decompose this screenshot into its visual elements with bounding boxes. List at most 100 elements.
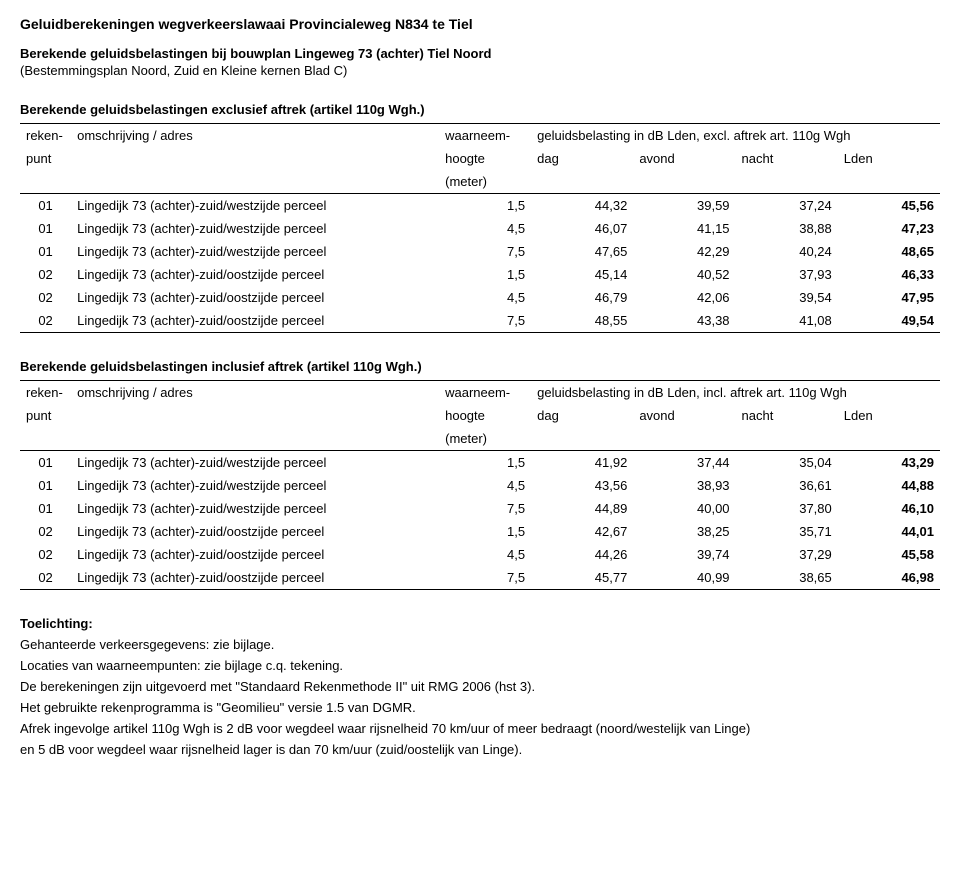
- cell: 45,58: [838, 543, 940, 566]
- cell: 41,92: [531, 451, 633, 475]
- table-row: 02Lingedijk 73 (achter)-zuid/oostzijde p…: [20, 520, 940, 543]
- cell: 46,33: [838, 263, 940, 286]
- cell: 39,54: [736, 286, 838, 309]
- cell: 38,65: [736, 566, 838, 590]
- toelichting-line: Het gebruikte rekenprogramma is "Geomili…: [20, 700, 940, 715]
- page-subtitle2: (Bestemmingsplan Noord, Zuid en Kleine k…: [20, 63, 940, 78]
- page-subtitle: Berekende geluidsbelastingen bij bouwpla…: [20, 46, 940, 61]
- cell: 37,44: [633, 451, 735, 475]
- cell: 01: [20, 497, 71, 520]
- cell: 1,5: [439, 451, 531, 475]
- cell: Lingedijk 73 (achter)-zuid/oostzijde per…: [71, 286, 439, 309]
- cell: 40,24: [736, 240, 838, 263]
- cell: 01: [20, 474, 71, 497]
- cell: 48,65: [838, 240, 940, 263]
- hdr-waarn: waarneem-: [439, 124, 531, 148]
- cell: 35,04: [736, 451, 838, 475]
- table1-heading: Berekende geluidsbelastingen exclusief a…: [20, 102, 940, 117]
- cell: 44,01: [838, 520, 940, 543]
- cell: 02: [20, 263, 71, 286]
- cell: 4,5: [439, 543, 531, 566]
- cell: 43,56: [531, 474, 633, 497]
- table-row: 01Lingedijk 73 (achter)-zuid/westzijde p…: [20, 217, 940, 240]
- cell: 49,54: [838, 309, 940, 333]
- cell: 42,67: [531, 520, 633, 543]
- hdr-waarn2: hoogte: [439, 404, 531, 427]
- cell: 39,59: [633, 194, 735, 218]
- toelichting-head: Toelichting:: [20, 616, 940, 631]
- hdr-dag: dag: [531, 147, 633, 170]
- cell: Lingedijk 73 (achter)-zuid/oostzijde per…: [71, 263, 439, 286]
- toelichting: Toelichting: Gehanteerde verkeersgegeven…: [20, 616, 940, 757]
- cell: 37,80: [736, 497, 838, 520]
- cell: 1,5: [439, 194, 531, 218]
- cell: 36,61: [736, 474, 838, 497]
- cell: 46,79: [531, 286, 633, 309]
- cell: 46,98: [838, 566, 940, 590]
- table-row: 01Lingedijk 73 (achter)-zuid/westzijde p…: [20, 240, 940, 263]
- cell: Lingedijk 73 (achter)-zuid/westzijde per…: [71, 240, 439, 263]
- cell: 47,95: [838, 286, 940, 309]
- hdr-group: geluidsbelasting in dB Lden, excl. aftre…: [531, 124, 940, 148]
- cell: 44,32: [531, 194, 633, 218]
- cell: Lingedijk 73 (achter)-zuid/westzijde per…: [71, 217, 439, 240]
- cell: 40,00: [633, 497, 735, 520]
- toelichting-line: en 5 dB voor wegdeel waar rijsnelheid la…: [20, 742, 940, 757]
- toelichting-line: Gehanteerde verkeersgegevens: zie bijlag…: [20, 637, 940, 652]
- cell: 4,5: [439, 217, 531, 240]
- hdr-waarn: waarneem-: [439, 381, 531, 405]
- hdr-dag: dag: [531, 404, 633, 427]
- cell: Lingedijk 73 (achter)-zuid/westzijde per…: [71, 497, 439, 520]
- cell: 40,99: [633, 566, 735, 590]
- cell: 02: [20, 566, 71, 590]
- hdr-reken: reken-: [20, 124, 71, 148]
- cell: 46,10: [838, 497, 940, 520]
- cell: 43,38: [633, 309, 735, 333]
- cell: 44,26: [531, 543, 633, 566]
- toelichting-line: Locaties van waarneempunten: zie bijlage…: [20, 658, 940, 673]
- cell: 1,5: [439, 520, 531, 543]
- cell: 47,65: [531, 240, 633, 263]
- cell: 01: [20, 240, 71, 263]
- cell: 45,14: [531, 263, 633, 286]
- hdr-omsch: omschrijving / adres: [71, 124, 439, 148]
- hdr-reken2: punt: [20, 147, 71, 170]
- cell: 38,88: [736, 217, 838, 240]
- table-row: 02Lingedijk 73 (achter)-zuid/oostzijde p…: [20, 309, 940, 333]
- cell: 02: [20, 286, 71, 309]
- hdr-lden: Lden: [838, 147, 940, 170]
- cell: Lingedijk 73 (achter)-zuid/oostzijde per…: [71, 566, 439, 590]
- cell: 39,74: [633, 543, 735, 566]
- table2-heading: Berekende geluidsbelastingen inclusief a…: [20, 359, 940, 374]
- hdr-reken2: punt: [20, 404, 71, 427]
- cell: 41,15: [633, 217, 735, 240]
- table-row: 01Lingedijk 73 (achter)-zuid/westzijde p…: [20, 451, 940, 475]
- cell: Lingedijk 73 (achter)-zuid/westzijde per…: [71, 194, 439, 218]
- hdr-group: geluidsbelasting in dB Lden, incl. aftre…: [531, 381, 940, 405]
- cell: 37,29: [736, 543, 838, 566]
- cell: 44,89: [531, 497, 633, 520]
- cell: 41,08: [736, 309, 838, 333]
- hdr-omsch: omschrijving / adres: [71, 381, 439, 405]
- cell: 4,5: [439, 474, 531, 497]
- hdr-lden: Lden: [838, 404, 940, 427]
- cell: 1,5: [439, 263, 531, 286]
- cell: 48,55: [531, 309, 633, 333]
- table2: reken- omschrijving / adres waarneem- ge…: [20, 380, 940, 590]
- hdr-waarn2: hoogte: [439, 147, 531, 170]
- table-row: 01Lingedijk 73 (achter)-zuid/westzijde p…: [20, 474, 940, 497]
- cell: 7,5: [439, 240, 531, 263]
- cell: 02: [20, 543, 71, 566]
- table-row: 02Lingedijk 73 (achter)-zuid/oostzijde p…: [20, 566, 940, 590]
- hdr-waarn3: (meter): [439, 427, 531, 451]
- cell: Lingedijk 73 (achter)-zuid/westzijde per…: [71, 474, 439, 497]
- table1: reken- omschrijving / adres waarneem- ge…: [20, 123, 940, 333]
- cell: 46,07: [531, 217, 633, 240]
- hdr-avond: avond: [633, 404, 735, 427]
- hdr-nacht: nacht: [736, 404, 838, 427]
- toelichting-line: De berekeningen zijn uitgevoerd met "Sta…: [20, 679, 940, 694]
- cell: Lingedijk 73 (achter)-zuid/oostzijde per…: [71, 543, 439, 566]
- cell: 42,06: [633, 286, 735, 309]
- cell: 02: [20, 520, 71, 543]
- cell: 37,24: [736, 194, 838, 218]
